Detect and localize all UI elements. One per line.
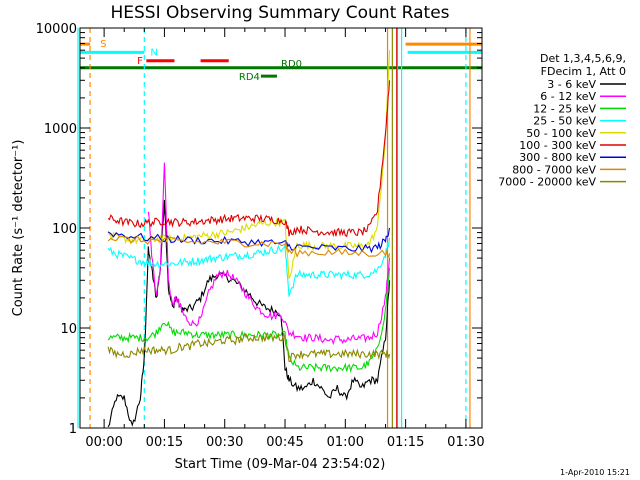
series-line-2 xyxy=(107,267,391,373)
y-tick-label-2: 100 xyxy=(52,222,77,237)
x-tick-label-0: 00:00 xyxy=(85,435,122,450)
x-axis-ticks: 00:00 00:15 00:30 00:45 01:00 01:15 01:30 xyxy=(85,28,485,450)
legend-entry-6: 300 - 800 keV xyxy=(519,151,596,164)
legend-entry-0: 3 - 6 keV xyxy=(547,78,596,91)
state-label-rd4: RD4 xyxy=(239,72,260,83)
x-tick-label-6: 01:30 xyxy=(447,435,484,450)
y-tick-label-1: 10 xyxy=(60,322,77,337)
y-tick-label-4: 10000 xyxy=(36,22,77,37)
legend-entry-3: 25 - 50 keV xyxy=(533,115,596,128)
x-axis-label: Start Time (09-Mar-04 23:54:02) xyxy=(175,457,386,472)
series-line-1 xyxy=(147,162,391,346)
legend-header-0: Det 1,3,4,5,6,9, xyxy=(540,52,626,65)
x-tick-label-1: 00:15 xyxy=(146,435,183,450)
x-tick-label-2: 00:30 xyxy=(206,435,243,450)
plot-frame xyxy=(79,27,483,429)
legend-header-1: FDecim 1, Att 0 xyxy=(541,65,626,78)
chart-title: HESSI Observing Summary Count Rates xyxy=(110,3,449,23)
state-bars: S NF RD0 RD4 xyxy=(80,39,482,83)
legend-entry-7: 800 - 7000 keV xyxy=(512,163,596,176)
state-label-n: N xyxy=(150,47,157,58)
series-line-7 xyxy=(107,235,391,259)
legend-entry-2: 12 - 25 keV xyxy=(533,102,596,115)
series-line-8 xyxy=(107,331,391,362)
state-label-s: S xyxy=(100,39,106,50)
x-tick-label-3: 00:45 xyxy=(266,435,303,450)
state-label-f: F xyxy=(137,56,143,67)
legend-entry-8: 7000 - 20000 keV xyxy=(498,176,596,189)
legend-entry-1: 6 - 12 keV xyxy=(540,90,596,103)
x-tick-label-4: 01:00 xyxy=(327,435,364,450)
series-line-3 xyxy=(107,237,391,297)
legend-entry-5: 100 - 300 keV xyxy=(519,139,596,152)
series-line-0 xyxy=(107,199,391,428)
series-line-5 xyxy=(107,80,391,238)
y-tick-label-3: 1000 xyxy=(44,122,77,137)
legend: Det 1,3,4,5,6,9,FDecim 1, Att 03 - 6 keV… xyxy=(498,52,626,189)
x-tick-label-5: 01:15 xyxy=(387,435,424,450)
state-label-rd0: RD0 xyxy=(281,59,302,70)
y-axis-label: Count Rate (s⁻¹ detector⁻¹) xyxy=(11,140,26,317)
date-stamp: 1-Apr-2010 15:21 xyxy=(560,468,630,477)
series-lines xyxy=(107,50,391,428)
legend-entry-4: 50 - 100 keV xyxy=(526,127,596,140)
y-axis-ticks: 1 10 100 1000 10000 xyxy=(36,22,482,437)
y-tick-label-0: 1 xyxy=(69,422,77,437)
vertical-markers xyxy=(77,28,471,428)
series-line-6 xyxy=(107,227,391,254)
